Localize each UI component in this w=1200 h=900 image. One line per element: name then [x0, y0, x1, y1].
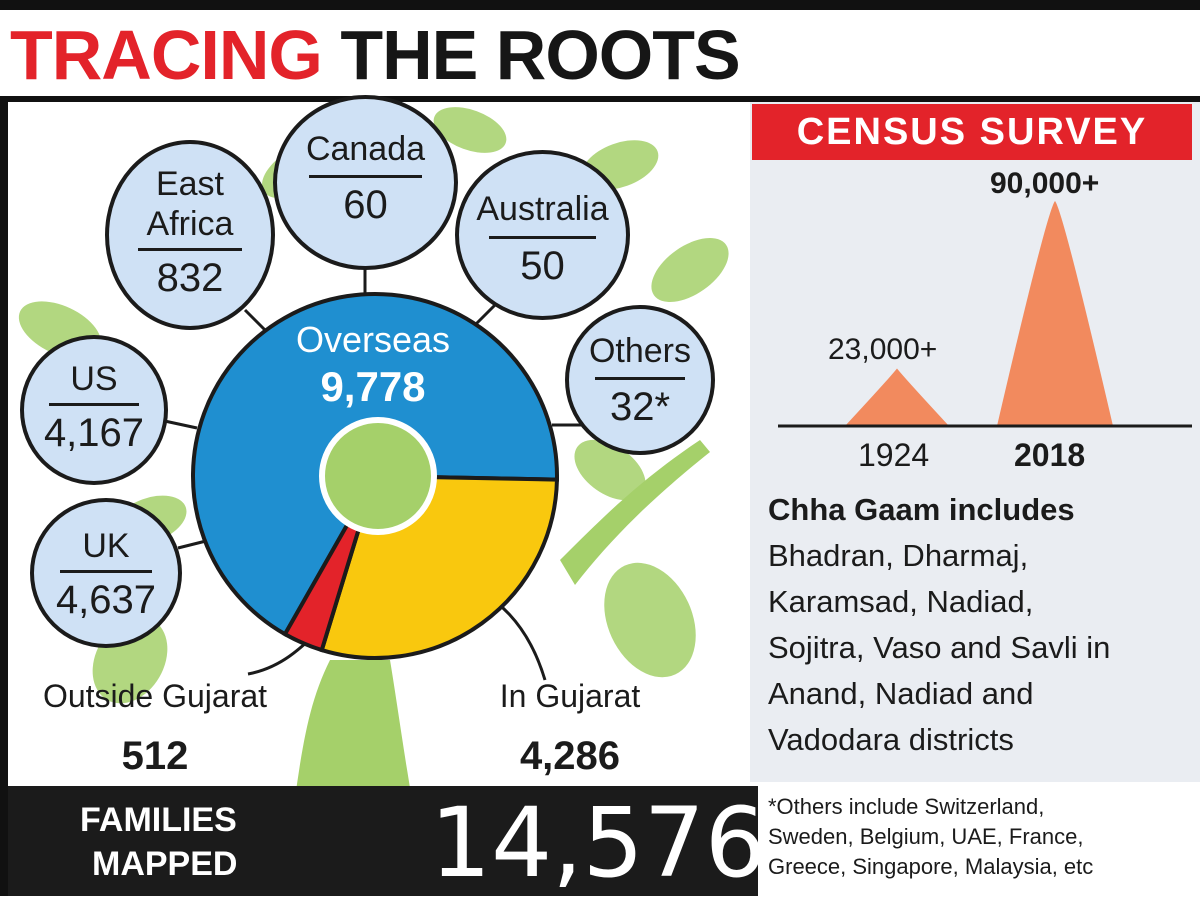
- leaf: [433, 107, 507, 153]
- bubble-divider: [59, 570, 153, 573]
- bubble-divider: [138, 248, 242, 251]
- bubble-east-africa: East Africa 832: [105, 140, 275, 330]
- census-year-1924: 1924: [858, 437, 930, 473]
- east-africa-name-line1: East: [155, 165, 225, 203]
- headline: TRACING THE ROOTS: [10, 14, 741, 96]
- chha-gaam-heading: Chha Gaam includes: [768, 492, 1075, 527]
- donut-hole: [319, 417, 437, 535]
- chha-gaam-line: Anand, Nadiad and: [768, 676, 1034, 711]
- outside-gujarat-label: Outside Gujarat: [42, 678, 268, 714]
- bubble-divider: [489, 236, 596, 239]
- donut-chart: [191, 292, 560, 660]
- chha-gaam-line: Karamsad, Nadiad,: [768, 584, 1034, 619]
- census-label-2018: 90,000+: [990, 167, 1100, 200]
- headline-part2: THE ROOTS: [340, 16, 740, 94]
- leaf: [651, 238, 729, 302]
- uk-name: UK: [82, 527, 130, 565]
- footnote-line: Sweden, Belgium, UAE, France,: [768, 824, 1084, 849]
- uk-value: 4,637: [55, 578, 157, 622]
- canada-value: 60: [343, 183, 388, 227]
- top-rule: [0, 0, 1200, 10]
- east-africa-name-line2: Africa: [146, 205, 234, 243]
- others-value: 32*: [609, 385, 671, 429]
- bubble-us: US 4,167: [20, 335, 168, 485]
- panel-rule: [0, 96, 1200, 102]
- footnote-line: Greece, Singapore, Malaysia, etc: [768, 854, 1094, 879]
- australia-name: Australia: [476, 190, 609, 228]
- bubble-divider: [594, 377, 686, 380]
- australia-value: 50: [520, 244, 565, 288]
- families-label-box: [8, 786, 358, 896]
- bubble-australia: Australia 50: [455, 150, 630, 320]
- bubble-divider: [49, 403, 139, 406]
- overseas-label: Overseas: [295, 319, 451, 360]
- bubble-divider: [308, 175, 423, 178]
- left-edge: [0, 96, 8, 896]
- leaf: [604, 562, 696, 678]
- chha-gaam-line: Sojitra, Vaso and Savli in: [768, 630, 1111, 665]
- families-label-line1: FAMILIES: [80, 801, 237, 839]
- chha-gaam-line: Bhadran, Dharmaj,: [768, 538, 1029, 573]
- east-africa-value: 832: [156, 256, 224, 300]
- us-name: US: [70, 360, 118, 398]
- families-label-line2: MAPPED: [92, 845, 238, 883]
- others-name: Others: [588, 332, 692, 370]
- census-title: CENSUS SURVEY: [752, 104, 1192, 160]
- bubble-canada: Canada 60: [273, 95, 458, 270]
- in-gujarat-label: In Gujarat: [499, 678, 641, 714]
- census-year-2018: 2018: [1014, 437, 1086, 473]
- chha-gaam-line: Vadodara districts: [768, 722, 1014, 757]
- in-gujarat-value: 4,286: [519, 734, 621, 778]
- headline-part1: TRACING: [10, 16, 323, 94]
- us-value: 4,167: [43, 411, 145, 455]
- footnote: *Others include Switzerland, Sweden, Bel…: [768, 792, 1188, 882]
- footnote-line: *Others include Switzerland,: [768, 794, 1045, 819]
- bubble-others: Others 32*: [565, 305, 715, 455]
- leaf: [574, 439, 646, 501]
- families-value-box: [358, 786, 758, 896]
- census-label-1924: 23,000+: [828, 333, 938, 366]
- overseas-value: 9,778: [320, 363, 426, 410]
- census-panel: [750, 102, 1200, 782]
- bubble-uk: UK 4,637: [30, 498, 182, 648]
- outside-gujarat-value: 512: [121, 734, 189, 778]
- branch: [560, 440, 710, 585]
- families-total: 14,576: [430, 787, 766, 899]
- canada-name: Canada: [305, 130, 426, 168]
